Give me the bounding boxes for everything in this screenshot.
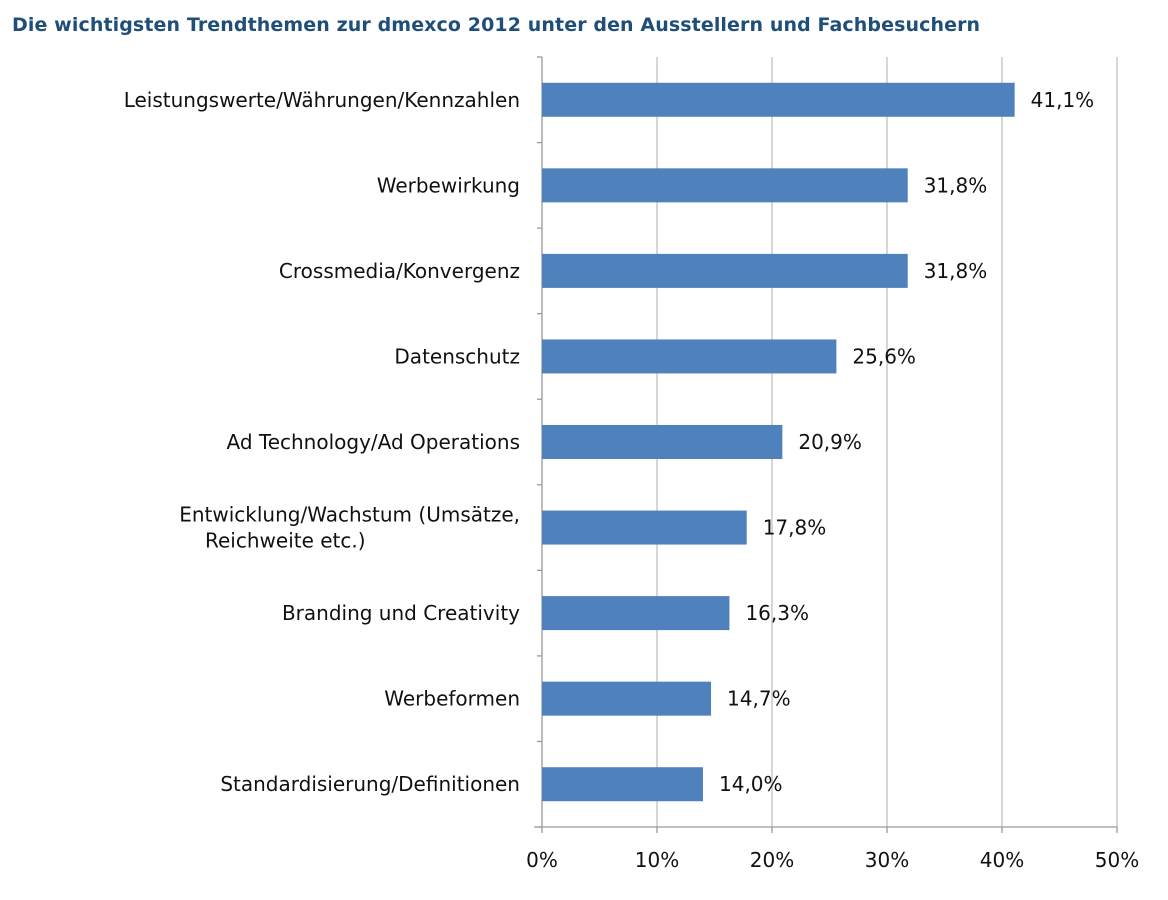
chart-title: Die wichtigsten Trendthemen zur dmexco 2… — [12, 14, 981, 36]
category-label: Entwicklung/Wachstum (Umsätze, Reichweite… — [179, 503, 520, 553]
bar — [542, 425, 783, 459]
category-label: Standardisierung/Definitionen — [220, 772, 520, 796]
x-tick-label: 10% — [635, 848, 679, 872]
x-tick-label: 30% — [865, 848, 909, 872]
category-label: Ad Technology/Ad Operations — [227, 430, 521, 454]
data-label: 25,6% — [852, 344, 916, 368]
data-label: 20,9% — [798, 430, 862, 454]
x-tick-label: 50% — [1095, 848, 1139, 872]
data-label: 14,0% — [719, 772, 783, 796]
bar — [542, 82, 1015, 117]
data-label: 17,8% — [763, 516, 827, 540]
bar — [542, 767, 703, 802]
x-tick-label: 40% — [980, 848, 1024, 872]
bar — [542, 168, 908, 203]
data-label: 31,8% — [924, 259, 988, 283]
bar — [542, 339, 837, 374]
category-label: Leistungswerte/Währungen/Kennzahlen — [124, 88, 520, 112]
bar — [542, 253, 908, 288]
data-label: 41,1% — [1031, 88, 1095, 112]
data-label: 14,7% — [727, 687, 791, 711]
category-label: Werbewirkung — [377, 173, 520, 197]
category-label: Datenschutz — [394, 344, 520, 368]
bar — [542, 681, 712, 716]
x-tick-label: 20% — [750, 848, 794, 872]
category-label: Crossmedia/Konvergenz — [279, 259, 520, 283]
bar — [542, 596, 730, 631]
x-tick-label: 0% — [526, 848, 558, 872]
data-label: 31,8% — [924, 173, 988, 197]
category-label: Branding und Creativity — [282, 601, 520, 625]
category-label: Werbeformen — [384, 687, 520, 711]
bar — [542, 510, 747, 545]
data-label: 16,3% — [745, 601, 809, 625]
